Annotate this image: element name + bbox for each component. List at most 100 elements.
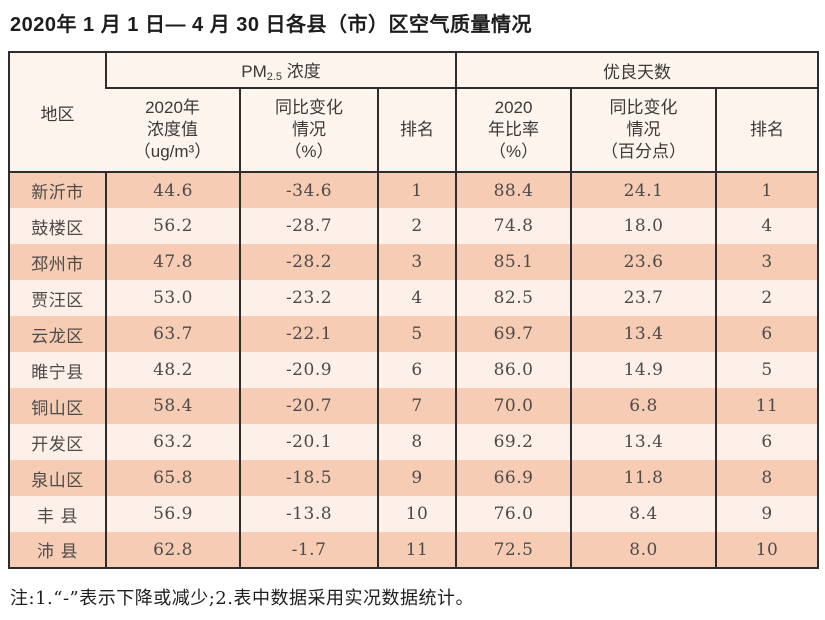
good-change-cell: 13.4 [570,424,717,460]
good-rate-cell: 69.2 [455,424,572,460]
good-rank-cell: 2 [715,280,819,316]
region-cell: 泉山区 [31,470,84,491]
col-header-pm-rank: 排名 [376,88,457,173]
pm-value-cell: 47.8 [105,244,240,280]
pm-value-cell: 48.2 [105,352,240,388]
good-rank-cell: 1 [715,172,819,208]
pm-rank-cell: 8 [376,424,457,460]
col-header-pm-value: 2020年 浓度值 （ug/m³） [106,88,240,173]
region-cell: 开发区 [31,434,84,455]
air-quality-table: 地区 PM2.5 浓度 优良天数 2020年 浓度值 （ug/m³） 同比变化 … [8,51,820,569]
table-row: 铜山区 58.4 -20.7 7 70.0 6.8 11 [9,388,819,424]
good-change-cell: 6.8 [570,388,717,424]
col-header-good-change: 同比变化 情况 （百分点） [570,88,717,173]
good-change-cell: 24.1 [570,172,717,208]
region-cell: 铜山区 [31,398,84,419]
header-sub-row: 2020年 浓度值 （ug/m³） 同比变化 情况 （%） 排名 2020 年比… [9,88,819,173]
pm-value-cell: 56.9 [105,496,240,532]
good-rank-cell: 4 [715,208,819,244]
good-change-cell: 13.4 [570,316,717,352]
table-body: 新沂市 44.6 -34.6 1 88.4 24.1 1 鼓楼区 56.2 -2… [9,172,819,568]
pm-rank-cell: 3 [376,244,457,280]
pm-change-cell: -34.6 [239,172,378,208]
pm-rank-cell: 11 [376,532,457,568]
good-rate-cell: 66.9 [455,460,572,496]
good-rank-cell: 3 [715,244,819,280]
good-rank-cell: 11 [715,388,819,424]
good-change-cell: 8.4 [570,496,717,532]
good-rank-cell: 5 [715,352,819,388]
pm-rank-cell: 6 [376,352,457,388]
good-change-cell: 23.7 [570,280,717,316]
pm-change-cell: -13.8 [239,496,378,532]
region-cell: 睢宁县 [31,362,84,383]
region-cell: 新沂市 [31,183,84,203]
good-rate-cell: 82.5 [455,280,572,316]
pm-change-cell: -22.1 [239,316,378,352]
page-title: 2020年 1 月 1 日— 4 月 30 日各县（市）区空气质量情况 [10,14,533,36]
good-change-cell: 23.6 [570,244,717,280]
pm-rank-cell: 10 [376,496,457,532]
region-cell: 鼓楼区 [31,218,84,239]
good-rate-cell: 76.0 [455,496,572,532]
table-row: 邳州市 47.8 -28.2 3 85.1 23.6 3 [9,244,819,280]
pm25-suffix: 浓度 [282,62,321,81]
good-rate-cell: 70.0 [455,388,572,424]
table-row: 丰 县 56.9 -13.8 10 76.0 8.4 9 [9,496,819,532]
pm-value-cell: 65.8 [105,460,240,496]
pm-value-cell: 56.2 [105,208,240,244]
region-cell: 贾汪区 [31,290,84,311]
footnote: 注:1.“-”表示下降或减少;2.表中数据采用实况数据统计。 [10,588,474,609]
pm-rank-cell: 7 [376,388,457,424]
pm-change-cell: -20.9 [239,352,378,388]
good-rank-cell: 10 [715,532,819,568]
pm-rank-cell: 9 [376,460,457,496]
pm-rank-cell: 1 [376,172,457,208]
pm-value-cell: 53.0 [105,280,240,316]
table-row: 鼓楼区 56.2 -28.7 2 74.8 18.0 4 [9,208,819,244]
good-rank-cell: 9 [715,496,819,532]
pm-change-cell: -28.7 [239,208,378,244]
pm-change-cell: -28.2 [239,244,378,280]
table-header: 地区 PM2.5 浓度 优良天数 2020年 浓度值 （ug/m³） 同比变化 … [9,52,819,173]
region-cell: 沛 县 [37,542,78,562]
col-group-pm25: PM2.5 浓度 [104,52,457,89]
col-header-region: 地区 [9,52,106,173]
good-change-cell: 14.9 [570,352,717,388]
col-header-good-rate: 2020 年比率 （%） [455,88,572,173]
region-cell: 邳州市 [31,254,84,275]
pm-value-cell: 62.8 [105,532,240,568]
pm-change-cell: -20.7 [239,388,378,424]
region-cell: 云龙区 [31,326,84,347]
good-rank-cell: 8 [715,460,819,496]
table-row: 开发区 63.2 -20.1 8 69.2 13.4 6 [9,424,819,460]
good-rate-cell: 69.7 [455,316,572,352]
table-row: 贾汪区 53.0 -23.2 4 82.5 23.7 2 [9,280,819,316]
good-rank-cell: 6 [715,424,819,460]
pm-rank-cell: 4 [376,280,457,316]
good-change-cell: 8.0 [570,532,717,568]
pm-value-cell: 63.7 [105,316,240,352]
table-row: 沛 县 62.8 -1.7 11 72.5 8.0 10 [9,532,819,568]
pm-rank-cell: 5 [376,316,457,352]
table-row: 睢宁县 48.2 -20.9 6 86.0 14.9 5 [9,352,819,388]
pm-value-cell: 44.6 [105,172,240,208]
pm25-subscript: 2.5 [266,71,283,83]
pm-rank-cell: 2 [376,208,457,244]
good-rate-cell: 85.1 [455,244,572,280]
pm-change-cell: -20.1 [239,424,378,460]
pm-change-cell: -23.2 [239,280,378,316]
pm25-prefix: PM [241,62,267,81]
col-group-good-days: 优良天数 [455,52,819,89]
pm-change-cell: -1.7 [239,532,378,568]
region-cell: 丰 县 [37,506,78,527]
pm-change-cell: -18.5 [239,460,378,496]
good-change-cell: 18.0 [570,208,717,244]
col-header-pm-change: 同比变化 情况 （%） [239,88,378,173]
header-group-row: 地区 PM2.5 浓度 优良天数 [9,52,819,173]
good-rate-cell: 74.8 [455,208,572,244]
table-row: 云龙区 63.7 -22.1 5 69.7 13.4 6 [9,316,819,352]
table-row: 泉山区 65.8 -18.5 9 66.9 11.8 8 [9,460,819,496]
good-rate-cell: 88.4 [455,172,572,208]
table-row: 新沂市 44.6 -34.6 1 88.4 24.1 1 [9,172,819,208]
